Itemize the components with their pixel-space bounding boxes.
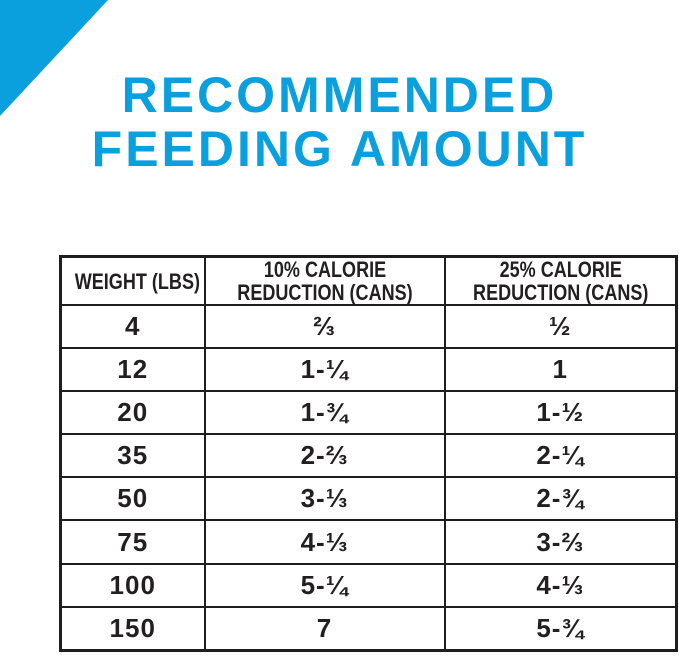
table-row: 100 5-¼ 4-⅓ <box>59 562 678 608</box>
reduction-25-cell: 1-½ <box>443 390 678 436</box>
feeding-table: WEIGHT (LBS) 10% CALORIE REDUCTION (CANS… <box>59 255 678 652</box>
reduction-10-cell: ⅔ <box>203 303 446 350</box>
column-header-weight: WEIGHT (LBS) <box>59 255 206 306</box>
weight-cell: 20 <box>59 390 206 436</box>
reduction-25-cell: 2-¾ <box>443 476 678 522</box>
column-header-10-percent-text: 10% CALORIE REDUCTION (CANS) <box>227 258 422 304</box>
column-header-10-percent-reduction: 10% CALORIE REDUCTION (CANS) <box>203 255 446 306</box>
table-row: 20 1-¾ 1-½ <box>59 390 678 436</box>
column-header-weight-text: WEIGHT (LBS) <box>74 268 201 294</box>
reduction-25-cell: 1 <box>443 347 678 393</box>
reduction-25-cell: ½ <box>443 303 678 350</box>
reduction-10-cell: 7 <box>203 605 446 652</box>
feeding-table-body: 4 ⅔ ½ 12 1-¼ 1 20 1-¾ 1-½ 35 2-⅔ 2-¼ 50 … <box>59 303 678 652</box>
table-row: 75 4-⅓ 3-⅔ <box>59 519 678 565</box>
weight-cell: 100 <box>59 562 206 608</box>
page-title-line-1: RECOMMENDED <box>121 67 558 123</box>
weight-cell: 50 <box>59 476 206 522</box>
reduction-25-cell: 2-¼ <box>443 433 678 479</box>
header-row: WEIGHT (LBS) 10% CALORIE REDUCTION (CANS… <box>59 255 678 306</box>
weight-cell: 150 <box>59 605 206 652</box>
reduction-10-cell: 1-¾ <box>203 390 446 436</box>
table-row: 35 2-⅔ 2-¼ <box>59 433 678 479</box>
table-row: 12 1-¼ 1 <box>59 347 678 393</box>
column-header-25-percent-line2: REDUCTION (CANS) <box>472 280 648 305</box>
table-row: 150 7 5-¾ <box>59 605 678 652</box>
table-row: 4 ⅔ ½ <box>59 303 678 350</box>
column-header-weight-line1: WEIGHT (LBS) <box>74 268 201 294</box>
column-header-25-percent-text: 25% CALORIE REDUCTION (CANS) <box>466 258 654 304</box>
column-header-10-percent-line2: REDUCTION (CANS) <box>236 280 413 305</box>
weight-cell: 4 <box>59 303 206 350</box>
column-header-25-percent-reduction: 25% CALORIE REDUCTION (CANS) <box>443 255 678 306</box>
table-row: 50 3-⅓ 2-¾ <box>59 476 678 522</box>
corner-triangle-decoration <box>0 0 108 116</box>
reduction-25-cell: 5-¾ <box>443 605 678 652</box>
column-header-10-percent-line1: 10% CALORIE <box>263 257 386 282</box>
page-title: RECOMMENDED FEEDING AMOUNT <box>0 68 679 176</box>
reduction-10-cell: 5-¼ <box>203 562 446 608</box>
reduction-10-cell: 2-⅔ <box>203 433 446 479</box>
reduction-10-cell: 4-⅓ <box>203 519 446 565</box>
reduction-10-cell: 3-⅓ <box>203 476 446 522</box>
reduction-25-cell: 3-⅔ <box>443 519 678 565</box>
weight-cell: 12 <box>59 347 206 393</box>
reduction-10-cell: 1-¼ <box>203 347 446 393</box>
reduction-25-cell: 4-⅓ <box>443 562 678 608</box>
weight-cell: 75 <box>59 519 206 565</box>
weight-cell: 35 <box>59 433 206 479</box>
column-header-25-percent-line1: 25% CALORIE <box>499 257 622 282</box>
feeding-table-header: WEIGHT (LBS) 10% CALORIE REDUCTION (CANS… <box>59 255 678 306</box>
page-title-line-2: FEEDING AMOUNT <box>91 121 588 177</box>
